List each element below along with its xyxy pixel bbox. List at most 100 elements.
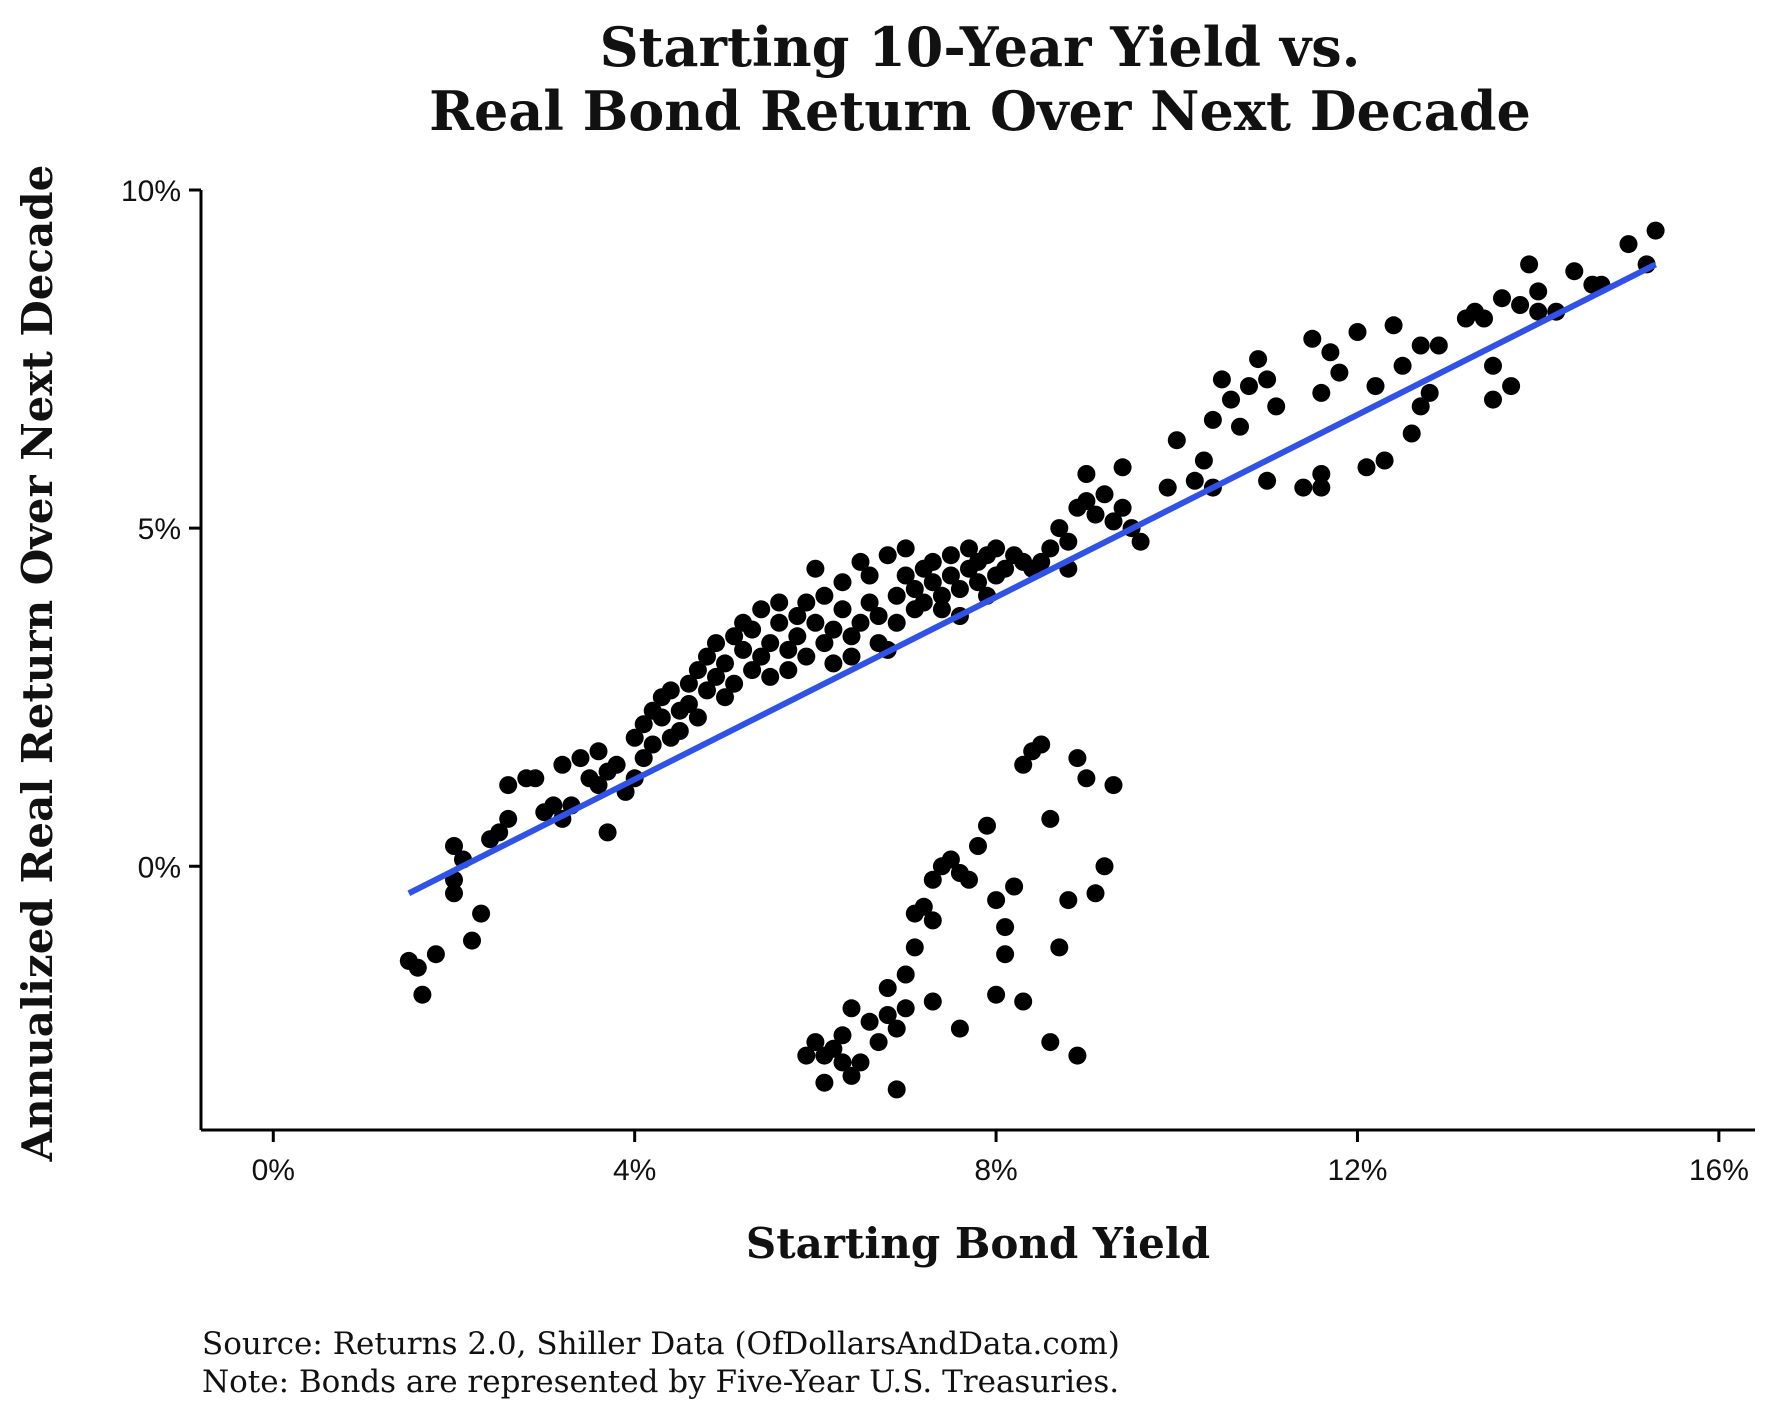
- scatter-point: [770, 593, 789, 612]
- scatter-point: [1167, 431, 1186, 450]
- scatter-point: [1348, 323, 1367, 341]
- scatter-point: [960, 870, 978, 889]
- scatter-point: [752, 600, 771, 619]
- scatter-point: [1294, 478, 1313, 497]
- scatter-point: [851, 552, 870, 571]
- scatter-point: [634, 715, 653, 734]
- scatter-point: [869, 607, 888, 625]
- scatter-point: [643, 735, 662, 754]
- scatter-point: [1059, 891, 1078, 910]
- scatter-point: [1158, 478, 1177, 497]
- scatter-point: [1041, 539, 1060, 558]
- scatter-point: [688, 708, 707, 727]
- scatter-point: [1104, 512, 1123, 531]
- scatter-point: [896, 539, 915, 558]
- scatter-point: [833, 1053, 852, 1072]
- scatter-point: [1502, 377, 1521, 396]
- scatter-point: [806, 559, 825, 578]
- scatter-point: [661, 681, 680, 700]
- scatter-point: [1411, 336, 1430, 355]
- scatter-point: [815, 634, 834, 653]
- scatter-point: [941, 546, 960, 565]
- scatter-point: [413, 985, 432, 1004]
- scatter-point: [408, 958, 427, 977]
- scatter-point: [1520, 255, 1539, 274]
- scatter-point: [896, 965, 915, 984]
- scatter-point: [1095, 485, 1114, 504]
- scatter-point: [707, 634, 725, 653]
- scatter-point: [923, 573, 942, 592]
- scatter-point: [652, 708, 671, 727]
- scatter-point: [932, 586, 951, 605]
- scatter-point: [1005, 877, 1024, 896]
- scatter-points: [399, 221, 1665, 1099]
- scatter-point: [1231, 417, 1249, 436]
- scatter-point: [1303, 329, 1322, 348]
- scatter-point: [1529, 302, 1548, 321]
- scatter-point: [634, 749, 653, 768]
- x-tick-label: 16%: [1689, 1154, 1749, 1187]
- scatter-point: [1475, 309, 1493, 328]
- scatter-point: [688, 661, 707, 680]
- scatter-point: [463, 931, 481, 950]
- scatter-point: [788, 607, 807, 625]
- x-tick-label: 12%: [1327, 1154, 1387, 1187]
- scatter-point: [833, 600, 852, 619]
- scatter-point: [923, 992, 942, 1011]
- scatter-point: [815, 1073, 834, 1092]
- scatter-point: [1041, 1033, 1060, 1052]
- trend-line: [407, 261, 1657, 896]
- scatter-point: [1312, 465, 1331, 483]
- axes: [199, 190, 1755, 1132]
- scatter-point: [969, 573, 987, 592]
- scatter-point: [725, 674, 744, 693]
- scatter-point: [1646, 221, 1665, 240]
- scatter-point: [571, 749, 590, 768]
- scatter-point: [1203, 410, 1222, 429]
- scatter-point: [1511, 296, 1530, 314]
- y-tick-label: 10%: [121, 175, 181, 208]
- scatter-point: [1086, 884, 1105, 903]
- scatter-point: [1402, 424, 1421, 443]
- scatter-point: [1393, 356, 1412, 375]
- scatter-point: [1059, 532, 1078, 551]
- scatter-point: [1493, 289, 1511, 308]
- scatter-point: [679, 674, 698, 693]
- scatter-point: [1113, 458, 1132, 477]
- scatter-point: [996, 918, 1015, 937]
- scatter-point: [987, 891, 1006, 910]
- scatter-point: [1104, 776, 1123, 795]
- scatter-point: [1357, 458, 1376, 477]
- scatter-point: [1113, 498, 1132, 517]
- scatter-point: [896, 566, 915, 585]
- scatter-point: [1185, 471, 1204, 490]
- scatter-point: [960, 539, 978, 558]
- scatter-point: [725, 627, 744, 646]
- scatter-point: [1366, 377, 1385, 396]
- scatter-point: [716, 654, 734, 673]
- scatter-point: [987, 539, 1006, 558]
- scatter-point: [797, 1046, 816, 1065]
- scatter-point: [869, 1033, 888, 1052]
- scatter-point: [698, 681, 716, 700]
- scatter-point: [887, 1080, 906, 1099]
- scatter-point: [1068, 1046, 1087, 1065]
- scatter-point: [544, 796, 563, 815]
- scatter-point: [761, 634, 780, 653]
- trend-line-group: [407, 261, 1657, 896]
- scatter-point: [1529, 282, 1548, 301]
- y-tick-label: 0%: [138, 851, 181, 884]
- scatter-point: [996, 559, 1015, 578]
- scatter-point: [625, 728, 644, 747]
- scatter-point: [887, 613, 906, 632]
- scatter-point: [589, 776, 608, 795]
- scatter-point: [1240, 377, 1258, 396]
- source-note: Source: Returns 2.0, Shiller Data (OfDol…: [202, 1326, 1120, 1362]
- scatter-point: [1050, 938, 1069, 957]
- chart-title-line1: Starting 10-Year Yield vs.: [600, 15, 1361, 79]
- scatter-point: [752, 647, 771, 666]
- scatter-point: [734, 640, 753, 659]
- scatter-point: [1095, 857, 1114, 876]
- scatter-point: [1258, 370, 1277, 389]
- scatter-point: [1212, 370, 1231, 389]
